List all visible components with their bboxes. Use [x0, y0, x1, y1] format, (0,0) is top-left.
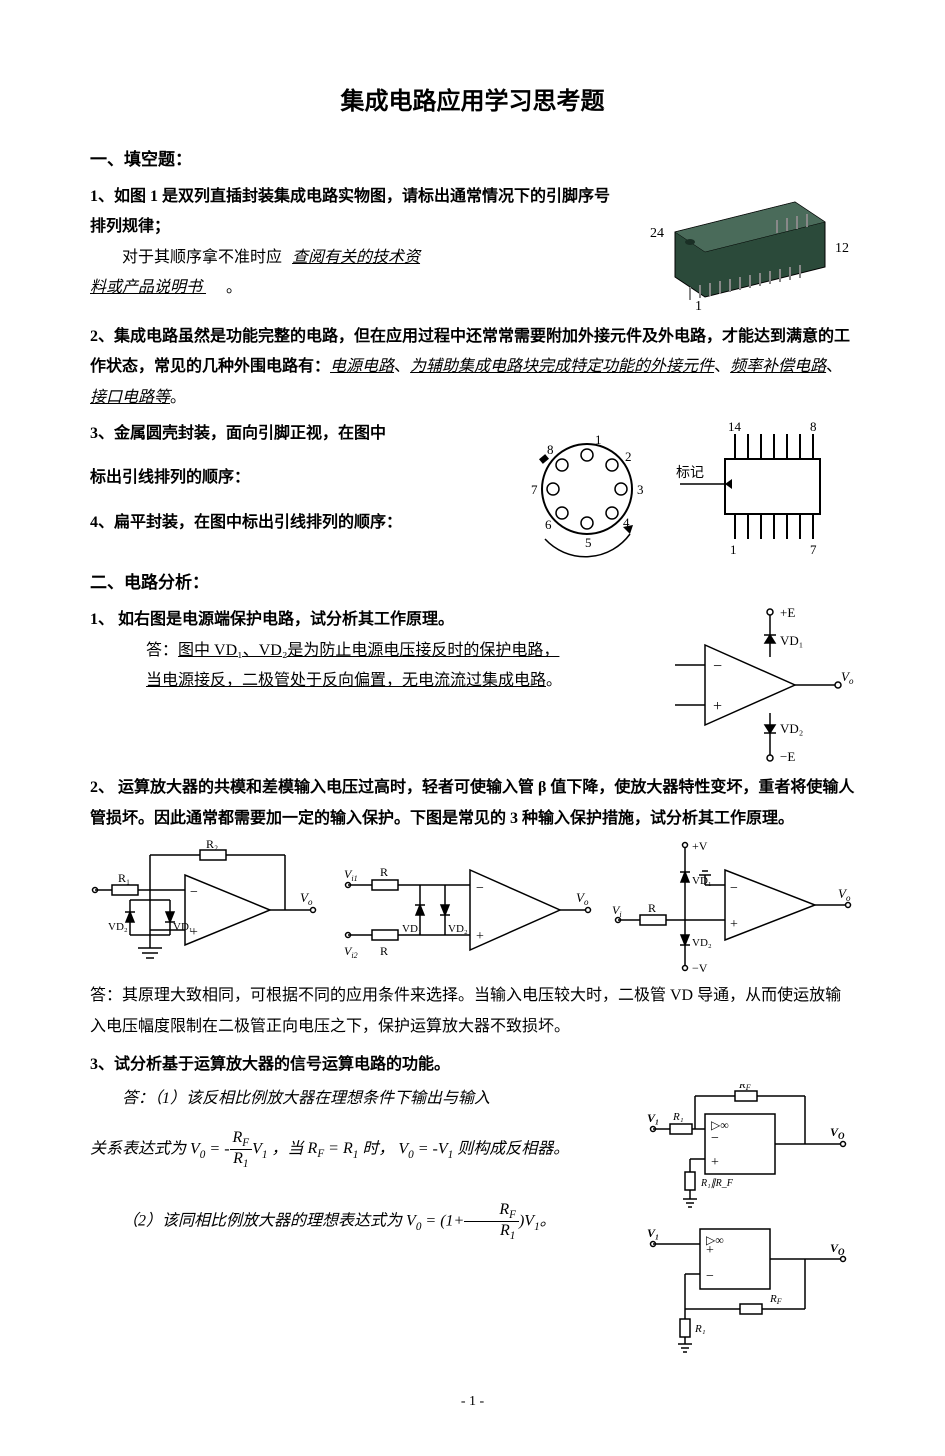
svg-text:R₂: R₂: [206, 840, 218, 851]
svg-text:7: 7: [531, 482, 538, 497]
svg-text:14: 14: [728, 419, 742, 434]
page-number: - 1 -: [90, 1389, 855, 1416]
s2q2-answer: 答：其原理大致相同，可根据不同的应用条件来选择。当输入电压较大时，二极管 VD …: [90, 981, 855, 1042]
svg-text:12: 12: [835, 241, 849, 256]
s2q2: 2、 运算放大器的共模和差模输入电压过高时，轻者可使输入管 β 值下降，使放大器…: [90, 773, 855, 834]
s2q3-a1-eq: 关系表达式为 V0 = -RFR1V1 ，当 RF = R1 时， V0 = -…: [90, 1129, 635, 1171]
svg-text:标记: 标记: [676, 465, 704, 481]
svg-text:VD₂: VD₂: [692, 937, 712, 949]
svg-text:−: −: [190, 885, 198, 900]
svg-text:−: −: [713, 658, 722, 675]
svg-text:−E: −E: [780, 749, 795, 764]
metal-can-icon: 1 2 3 4 5 6 7 8: [515, 419, 660, 559]
svg-text:+E: +E: [780, 605, 795, 620]
chip-figure: 24 12 1: [635, 182, 855, 312]
svg-text:3: 3: [637, 482, 644, 497]
svg-text:VD₂: VD₂: [780, 721, 803, 736]
svg-text:Vo: Vo: [576, 890, 589, 907]
q2: 2、集成电路虽然是功能完整的电路，但在应用过程中还常常需要附加外接元件及外电路，…: [90, 322, 855, 413]
svg-text:1: 1: [695, 299, 702, 312]
svg-text:−: −: [730, 881, 738, 896]
svg-text:Vi1: Vi1: [344, 867, 358, 883]
svg-text:1: 1: [595, 432, 602, 447]
section2-head: 二、电路分析：: [90, 567, 855, 599]
q1-text: 1、如图 1 是双列直插封装集成电路实物图，请标出通常情况下的引脚序号排列规律；: [90, 188, 610, 235]
svg-text:7: 7: [810, 542, 817, 557]
svg-text:R₁∥R_F: R₁∥R_F: [700, 1178, 734, 1189]
svg-text:RF: RF: [769, 1293, 782, 1306]
svg-text:VD₂: VD₂: [108, 921, 128, 933]
svg-text:+V: +V: [692, 840, 708, 853]
svg-text:Vo: Vo: [300, 890, 313, 907]
svg-text:Vi2: Vi2: [344, 944, 358, 960]
q1-blank1: 查阅有关的技术资: [286, 249, 426, 266]
svg-text:VD₁: VD₁: [780, 633, 803, 648]
protect-circuit-b: Vi1 Vi2 R R VD₁ VD₂ − + Vo: [340, 840, 595, 970]
svg-text:+: +: [476, 929, 484, 944]
q3-q4-row: 3、金属圆壳封装，面向引脚正视，在图中 标出引线排列的顺序： 4、扁平封装，在图…: [90, 419, 855, 559]
s2q3: 3、试分析基于运算放大器的信号运算电路的功能。: [90, 1050, 855, 1080]
svg-text:▷∞: ▷∞: [711, 1118, 729, 1132]
svg-text:−: −: [706, 1269, 714, 1284]
svg-text:V₁: V₁: [647, 1226, 659, 1240]
protect-circuits-row: R₁ R₂ − + VD₂ VD₁ Vo Vi1 Vi2 R R VD₁ VD₂…: [90, 840, 855, 975]
svg-text:−: −: [711, 1131, 719, 1146]
svg-text:+: +: [730, 917, 738, 932]
flat-pack-icon: 14 8 1 7 标记: [670, 419, 855, 559]
svg-text:VD₁: VD₁: [692, 875, 712, 887]
svg-text:−: −: [476, 881, 484, 896]
svg-text:4: 4: [623, 515, 630, 530]
svg-text:VD₁: VD₁: [402, 923, 422, 935]
svg-text:24: 24: [650, 226, 664, 241]
svg-text:VO: VO: [830, 1125, 845, 1141]
svg-text:5: 5: [585, 535, 592, 550]
svg-text:R: R: [648, 901, 656, 915]
s2q3-a2: （2）该同相比例放大器的理想表达式为 V0 = (1+RFR1)V1。: [90, 1201, 635, 1243]
dip-chip-icon: 24 12 1: [635, 182, 855, 312]
protect-circuit-c: +V VD₁ VD₂ −V Vi R − + Vo: [610, 840, 855, 975]
svg-text:VO: VO: [830, 1241, 845, 1257]
svg-text:R₁: R₁: [672, 1111, 684, 1123]
svg-text:R: R: [380, 865, 388, 879]
q3-text: 3、金属圆壳封装，面向引脚正视，在图中: [90, 419, 505, 449]
svg-text:−V: −V: [692, 961, 708, 975]
svg-text:RF: RF: [738, 1084, 751, 1092]
svg-text:VD₁: VD₁: [173, 921, 193, 933]
svg-text:R: R: [380, 944, 388, 958]
svg-text:2: 2: [625, 449, 632, 464]
svg-text:+: +: [711, 1155, 719, 1170]
s2q3-a1: 答：（1）该反相比例放大器在理想条件下输出与输入: [90, 1084, 635, 1114]
s2q1: − + +E VD₁ VD₂ −E Vo 1、 如右图是电源端保护电路，试分析其…: [90, 605, 855, 696]
section1-head: 一、填空题：: [90, 144, 855, 176]
svg-text:Vi: Vi: [612, 903, 622, 919]
q3b-text: 标出引线排列的顺序：: [90, 463, 505, 493]
svg-text:R₁: R₁: [118, 871, 130, 885]
q4-text: 4、扁平封装，在图中标出引线排列的顺序：: [90, 508, 505, 538]
svg-text:+: +: [713, 698, 722, 715]
svg-text:8: 8: [810, 419, 817, 434]
svg-text:+: +: [706, 1243, 714, 1258]
q1: 24 12 1 1、如图 1 是双列直插封装集成电路实物图，请标出通常情况下的引…: [90, 182, 855, 273]
opamp-circuits-fig: ▷∞ − + V₁ R₁ RF R₁∥R_F VO ▷∞ + −: [645, 1084, 855, 1359]
svg-text:VD₂: VD₂: [448, 923, 468, 935]
doc-title: 集成电路应用学习思考题: [90, 80, 855, 126]
svg-text:R₁: R₁: [694, 1323, 706, 1335]
svg-text:6: 6: [545, 517, 552, 532]
protect-circuit-a: R₁ R₂ − + VD₂ VD₁ Vo: [90, 840, 325, 970]
svg-text:Vo: Vo: [841, 669, 854, 686]
svg-text:V₁: V₁: [647, 1111, 659, 1125]
svg-text:1: 1: [730, 542, 737, 557]
opamp-protect-fig: − + +E VD₁ VD₂ −E Vo: [655, 605, 855, 765]
svg-text:8: 8: [547, 442, 554, 457]
svg-text:Vo: Vo: [838, 886, 851, 903]
